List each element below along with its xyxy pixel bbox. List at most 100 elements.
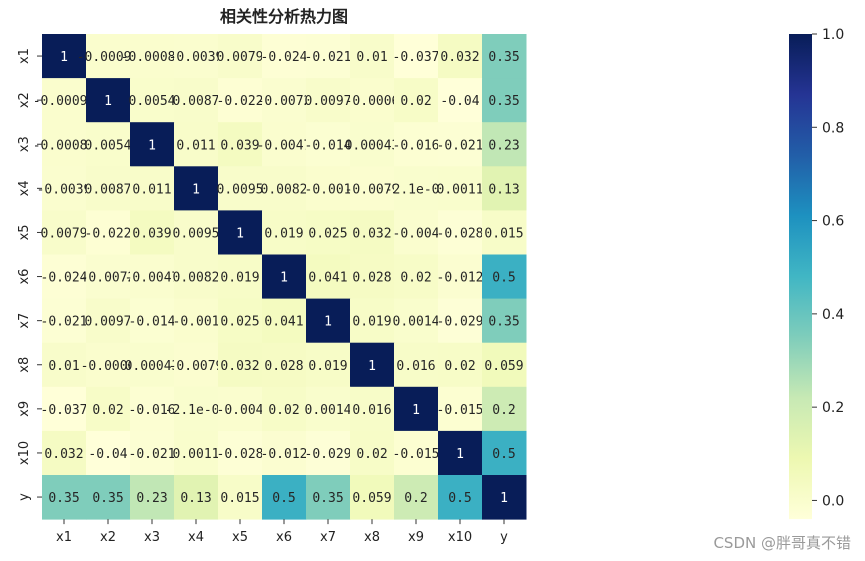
colorbar-tick-label: 0.6 [822, 214, 844, 230]
heatmap-cell-value-label: 0.0054 [85, 138, 132, 153]
heatmap-cell-x7-x8 [350, 298, 395, 344]
heatmap-cell-x10-x8 [350, 430, 395, 476]
heatmap-cell-x9-x4 [174, 386, 219, 432]
heatmap-cell-y-x8 [350, 475, 395, 520]
heatmap-cell-x5-x3 [130, 210, 175, 255]
heatmap-cell-value-label: -0.004 [393, 226, 440, 241]
heatmap-cell-x10-x4 [174, 430, 219, 476]
heatmap-cell-x8-x3 [130, 342, 175, 388]
heatmap-cell-value-label: -0.0072 [257, 94, 312, 109]
heatmap-cell-value-label: -0.04 [440, 94, 479, 109]
heatmap-cell-x1-x7 [306, 34, 351, 79]
x-axis-tick-labels: x1 x2 x3 x4 x5 x6 x7 x8 x9 x10 y [56, 519, 508, 545]
heatmap-cell-value-label: -0.001 [173, 315, 220, 330]
y-tick-label-x9: x9 [17, 401, 32, 417]
heatmap-cell-x4-x2 [86, 166, 131, 211]
heatmap-cell-value-label: -0.022 [217, 94, 264, 109]
heatmap-cell-value-label: 1 [192, 182, 200, 197]
heatmap-cell-x7-x4 [174, 298, 219, 344]
x-tick-label-x8: x8 [364, 530, 380, 545]
y-axis-tick-labels: x1 x2 x3 x4 x5 x6 x7 x8 x9 x10 y [17, 48, 42, 501]
heatmap-cell-value-label: 0.0011 [437, 182, 484, 197]
heatmap-cell-value-label: -0.0047 [257, 138, 312, 153]
heatmap-cell-value-label: 0.0082 [173, 271, 220, 286]
heatmap-cell-value-label: 0.028 [352, 271, 391, 286]
heatmap-cell-value-label: -0.00088 [121, 50, 184, 65]
heatmap-cell-value-label: -0.014 [305, 138, 352, 153]
heatmap-cell-x4-x3 [130, 166, 175, 211]
colorbar-tick-label: 0.2 [822, 400, 844, 416]
heatmap-cell-y-x1 [42, 475, 87, 520]
heatmap-cell-value-label: 0.041 [308, 271, 347, 286]
heatmap-cell-x1-x6 [262, 34, 307, 79]
x-tick-label-x9: x9 [408, 530, 424, 545]
heatmap-cell-value-label: 0.02 [356, 447, 387, 462]
heatmap-cell-y-y [482, 475, 527, 520]
heatmap-cell-value-label: 0.025 [308, 226, 347, 241]
heatmap-cell-value-label: 0.01 [356, 50, 387, 65]
heatmap-cell-x5-x1 [42, 210, 87, 255]
heatmap-cell-x2-x5 [218, 78, 263, 123]
heatmap-cell-y-x6 [262, 475, 307, 520]
heatmap-cell-x10-x7 [306, 430, 351, 476]
heatmap-cell-x3-x7 [306, 122, 351, 167]
heatmap-cell-value-label: -0.00099 [77, 50, 140, 65]
heatmap-cell-x8-x4 [174, 342, 219, 388]
heatmap-cell-value-label: 1 [148, 138, 156, 153]
heatmap-cell-x10-x3 [130, 430, 175, 476]
heatmap-cell-value-label: 1 [324, 315, 332, 330]
heatmap-cell-value-label: -0.0047 [125, 271, 180, 286]
heatmap-cell-y-x7 [306, 475, 351, 520]
heatmap-cell-value-label: 1 [236, 226, 244, 241]
heatmap-cell-x3-x4 [174, 122, 219, 167]
colorbar-tick-label: 0.4 [822, 307, 844, 323]
heatmap-cell-value-label: 0.0087 [173, 94, 220, 109]
heatmap-cell-value-label: 0.016 [352, 403, 391, 418]
heatmap-cell-x10-x2 [86, 430, 131, 476]
heatmap-cell-x1-x4 [174, 34, 219, 79]
heatmap-cell-x2-x6 [262, 78, 307, 123]
heatmap-cell-value-label: -2.1e-05 [165, 403, 228, 418]
heatmap-cell-value-label: 1 [456, 447, 464, 462]
heatmap-cell-value-label: -0.0079 [169, 359, 224, 374]
heatmap-cell-value-label: 0.13 [180, 491, 211, 506]
heatmap-cell-value-label: 0.011 [132, 182, 171, 197]
heatmap-cell-value-label: 0.00043 [345, 138, 400, 153]
colorbar-tick-label: 0.0 [822, 493, 844, 509]
heatmap-cell-x1-x8 [350, 34, 395, 79]
y-tick-label-x8: x8 [17, 357, 32, 373]
heatmap-cell-value-label: 0.02 [400, 271, 431, 286]
heatmap-cell-x9-x8 [350, 386, 395, 432]
heatmap-cell-value-label: 0.019 [352, 315, 391, 330]
heatmap-cell-x4-x4 [174, 166, 219, 211]
heatmap-cell-value-label: 0.019 [264, 226, 303, 241]
heatmap-cell-value-label: 0.0095 [217, 182, 264, 197]
heatmap-cell-x7-x7 [306, 298, 351, 344]
heatmap-cell-value-label: 0.02 [92, 403, 123, 418]
heatmap-cell-value-label: -0.014 [129, 315, 176, 330]
colorbar: 0.0 0.2 0.4 0.6 0.8 1.0 [789, 27, 844, 520]
heatmap-cell-value-label: 0.00043 [125, 359, 180, 374]
heatmap-cell-value-label: -0.001 [305, 182, 352, 197]
heatmap-cell-value-label: -0.0039 [37, 182, 92, 197]
heatmap-cell-x4-x10 [438, 166, 483, 211]
heatmap-cell-value-label: 0.5 [492, 271, 515, 286]
heatmap-cell-value-label: 0.011 [176, 138, 215, 153]
heatmap-cell-value-label: -0.04 [88, 447, 127, 462]
heatmap-cell-x6-x5 [218, 254, 263, 300]
heatmap-cell-x2-x3 [130, 78, 175, 123]
heatmap-cell-x9-x9 [394, 386, 439, 432]
heatmap-cell-value-label: 0.13 [488, 182, 519, 197]
heatmap-cell-x7-x9 [394, 298, 439, 344]
heatmap-cell-value-label: 0.039 [132, 226, 171, 241]
heatmap-cell-x6-x10 [438, 254, 483, 300]
heatmap-cell-x1-x5 [218, 34, 263, 79]
colorbar-tick-label: 0.8 [822, 120, 844, 136]
heatmap-cell-value-label: 0.0079 [41, 226, 88, 241]
heatmap-cell-value-label: 0.015 [220, 491, 259, 506]
y-tick-label-x2: x2 [17, 92, 32, 108]
heatmap-cell-x9-x10 [438, 386, 483, 432]
heatmap-cell-value-label: -0.037 [41, 403, 88, 418]
x-tick-label-y: y [500, 530, 508, 545]
